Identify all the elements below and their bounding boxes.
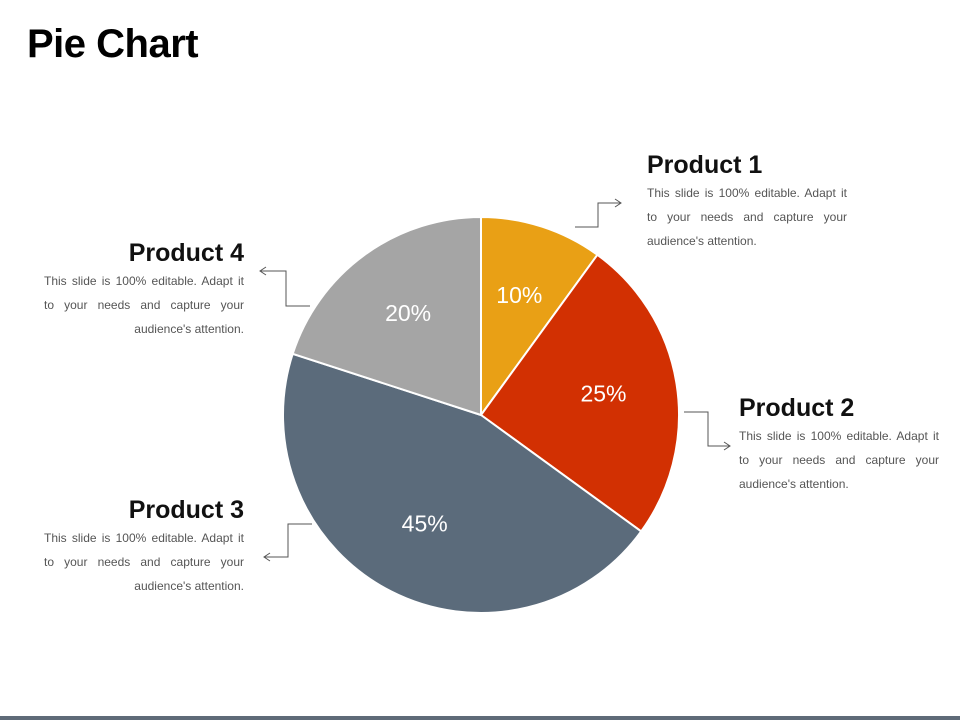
callout-title: Product 2 <box>739 394 855 422</box>
callout-product-2: Product 2 This slide is 100% editable. A… <box>739 394 939 496</box>
product-1-connector-icon <box>575 202 621 228</box>
product-2-connector-icon <box>684 411 730 447</box>
product-3-connector-arrowhead-icon <box>263 552 271 562</box>
pie-slice-product-2 <box>479 253 680 533</box>
pie-slice-product-1 <box>480 215 599 419</box>
callout-title: Product 3 <box>128 496 244 524</box>
callout-description: This slide is 100% editable. Adapt it to… <box>44 274 244 336</box>
callout-title: Product 4 <box>128 239 244 267</box>
pie-slice-labels: 10% 25% 45% 20% <box>385 282 626 536</box>
callout-description: This slide is 100% editable. Adapt it to… <box>647 186 847 248</box>
pie-slice-product-4 <box>291 215 482 417</box>
pie-slice-label-product-4: 20% <box>385 300 431 326</box>
callout-description: This slide is 100% editable. Adapt it to… <box>739 429 939 491</box>
page-title: Pie Chart <box>27 22 199 66</box>
callout-title: Product 1 <box>647 151 763 179</box>
pie-slice-product-3 <box>282 352 643 614</box>
callout-product-3: Product 3 This slide is 100% editable. A… <box>44 496 244 598</box>
product-1-connector-arrowhead-icon <box>614 198 622 208</box>
pie-slice-label-product-1: 10% <box>496 282 542 308</box>
pie-slices <box>282 215 680 614</box>
product-4-connector-arrowhead-icon <box>259 266 267 276</box>
product-3-connector-icon <box>264 523 312 558</box>
callout-description: This slide is 100% editable. Adapt it to… <box>44 531 244 593</box>
footer-bar <box>0 716 960 720</box>
callout-product-1: Product 1 This slide is 100% editable. A… <box>647 151 847 253</box>
product-2-connector-arrowhead-icon <box>723 441 731 451</box>
pie-slice-label-product-2: 25% <box>580 381 626 407</box>
callout-connectors <box>259 198 731 562</box>
callout-product-4: Product 4 This slide is 100% editable. A… <box>44 239 244 341</box>
product-4-connector-icon <box>260 270 310 307</box>
pie-slice-label-product-3: 45% <box>402 511 448 537</box>
